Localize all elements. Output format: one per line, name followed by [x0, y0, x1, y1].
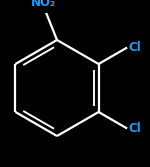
Text: Cl: Cl [129, 122, 141, 135]
Text: Cl: Cl [129, 41, 141, 54]
Text: NO₂: NO₂ [31, 0, 56, 9]
